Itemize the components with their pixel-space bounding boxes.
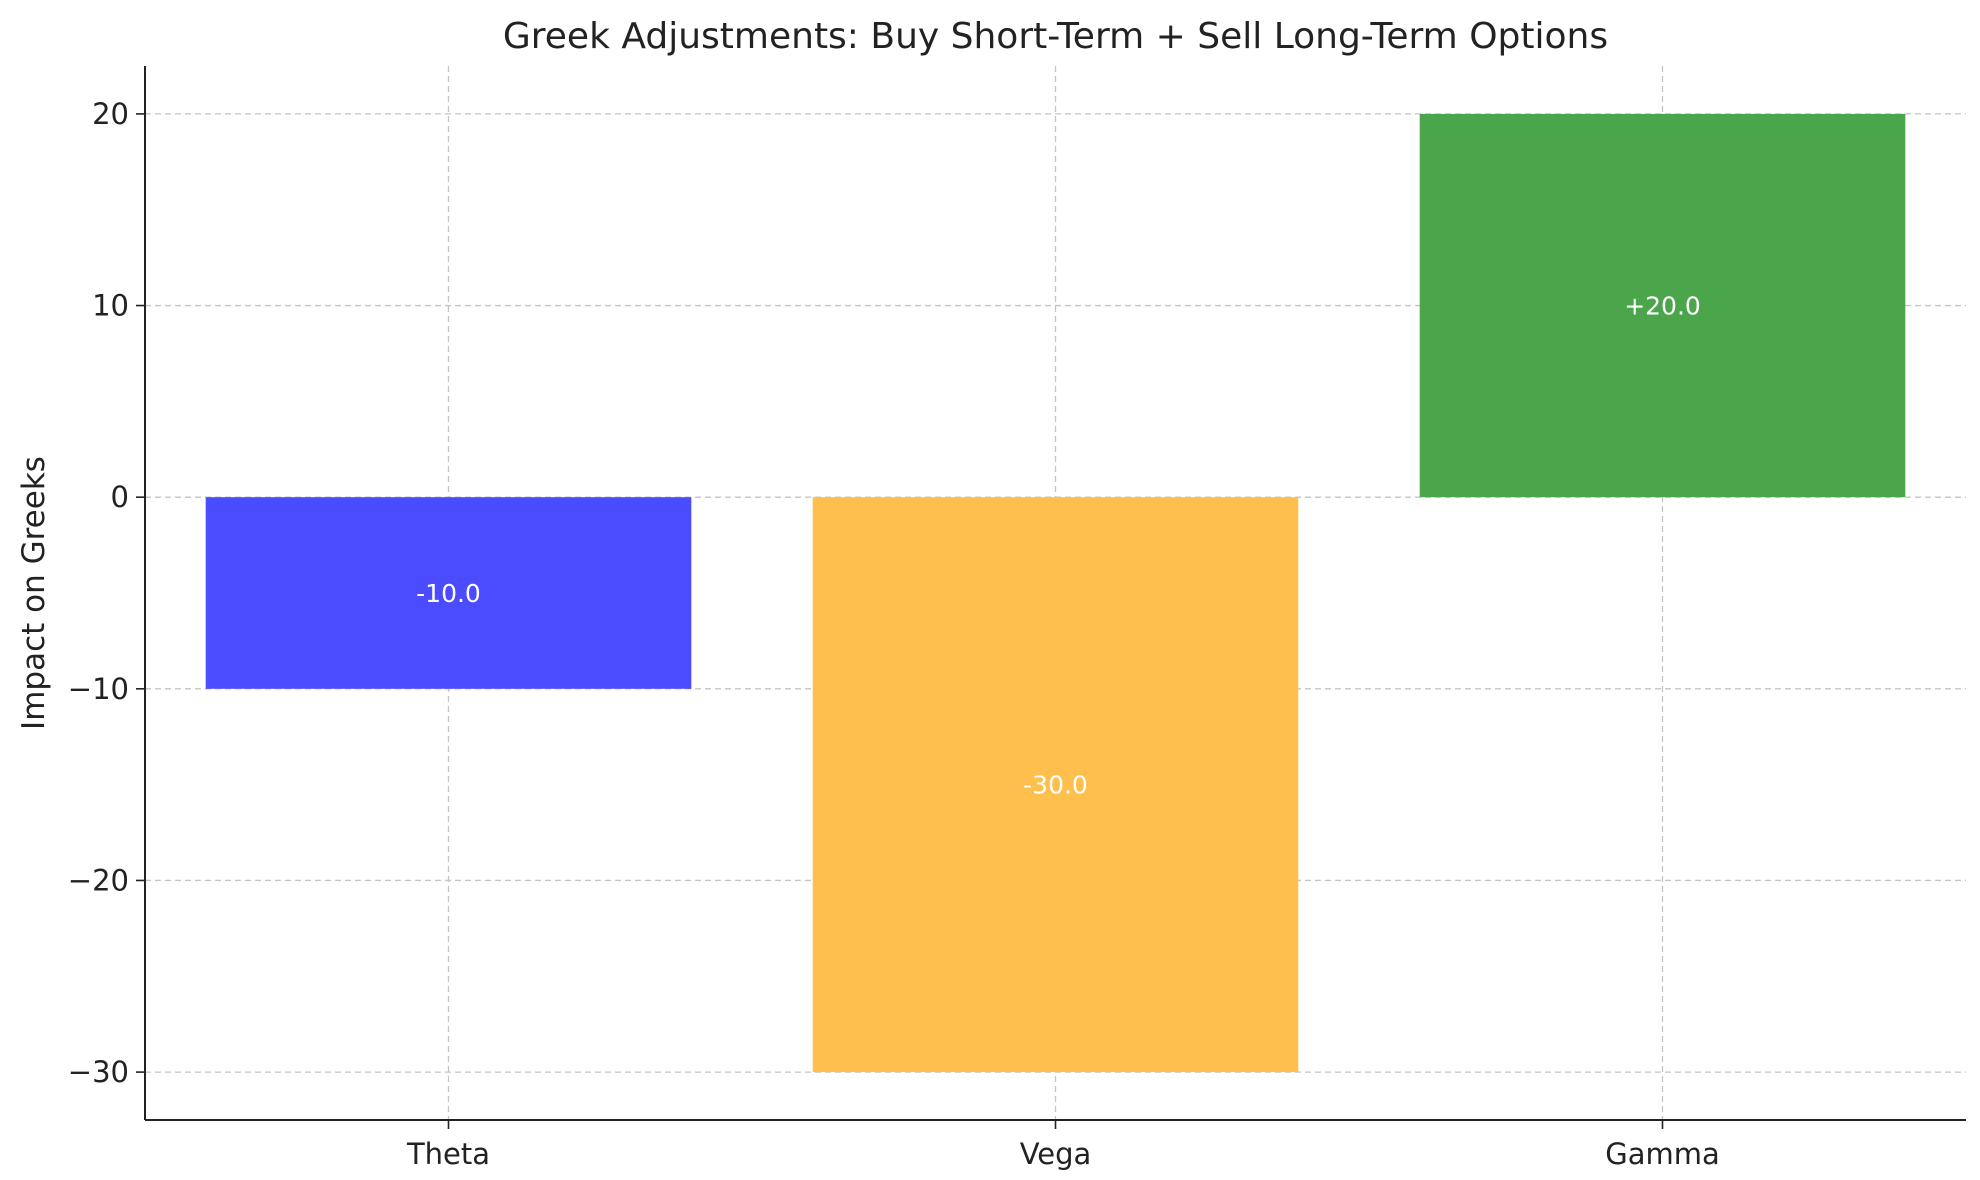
bar-value-label: -30.0 — [1023, 771, 1088, 800]
chart-title: Greek Adjustments: Buy Short-Term + Sell… — [503, 16, 1608, 57]
x-ticks: Theta Vega Gamma — [406, 1120, 1720, 1171]
y-axis-label: Impact on Greeks — [16, 456, 52, 730]
bar-vega — [812, 497, 1299, 1073]
bars — [205, 113, 1906, 1073]
x-tick-label: Vega — [1020, 1137, 1092, 1171]
bar-gamma — [1419, 113, 1906, 498]
y-tick-label: −20 — [68, 863, 129, 897]
bar-value-label: +20.0 — [1624, 292, 1701, 321]
y-tick-label: −30 — [68, 1055, 129, 1089]
y-tick-label: 20 — [92, 97, 129, 131]
x-tick-label: Gamma — [1605, 1137, 1720, 1171]
bar-value-labels: -10.0 -30.0 +20.0 — [416, 292, 1701, 800]
y-tick-label: 10 — [92, 289, 129, 323]
y-tick-label: 0 — [111, 480, 129, 514]
x-tick-label: Theta — [406, 1137, 490, 1171]
y-ticks: −30 −20 −10 0 10 20 — [68, 97, 145, 1089]
bar-theta — [205, 497, 692, 689]
bar-value-label: -10.0 — [416, 579, 481, 608]
y-tick-label: −10 — [68, 672, 129, 706]
